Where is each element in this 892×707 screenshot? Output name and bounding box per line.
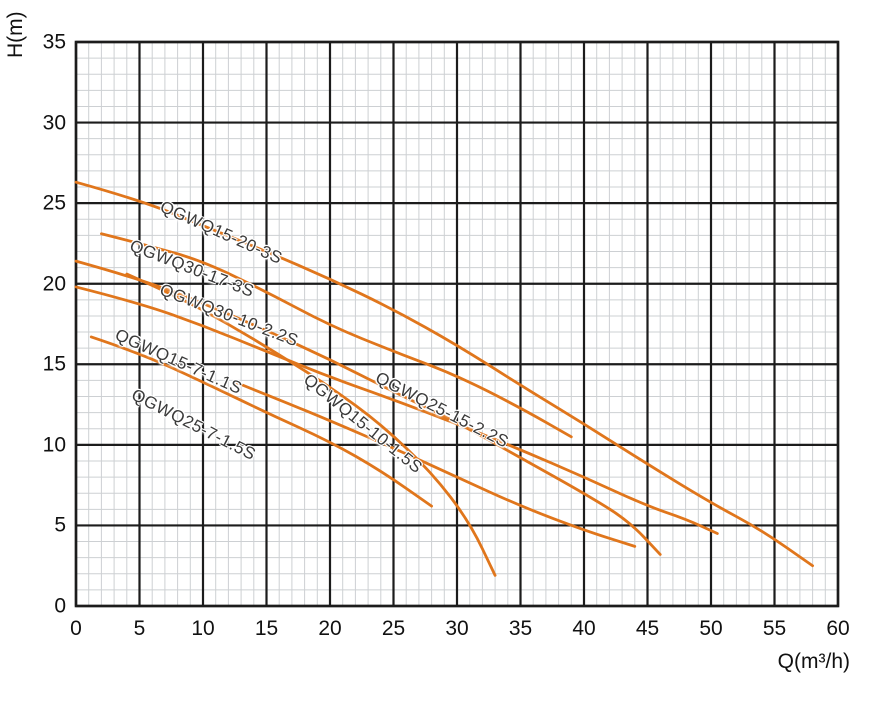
x-tick-label-0: 0	[70, 617, 82, 640]
y-axis-title: H(m)	[4, 11, 27, 58]
x-tick-label-45: 45	[635, 617, 660, 640]
curve-QGWQ25-7-1.5S	[233, 380, 637, 548]
y-tick-label-30: 30	[42, 111, 66, 135]
x-tick-label-35: 35	[508, 617, 533, 640]
curve-QGWQ15-20-3S	[74, 180, 814, 568]
curve-QGWQ15-10-1.5S	[125, 272, 497, 577]
x-tick-label-5: 5	[133, 617, 146, 640]
x-tick-label-20: 20	[318, 617, 342, 640]
y-tick-label-20: 20	[42, 272, 66, 296]
plot-border	[74, 40, 840, 608]
x-tick-label-15: 15	[254, 617, 279, 640]
curve-QGWQ25-15-2.2S	[74, 285, 719, 535]
x-tick-label-55: 55	[762, 617, 787, 640]
curve-QGWQ30-17-3S	[100, 232, 573, 439]
x-axis-title: Q(m³/h)	[777, 650, 850, 673]
curve-QGWQ15-7-1.1S	[89, 335, 433, 508]
x-tick-label-60: 60	[826, 617, 850, 640]
y-tick-label-5: 5	[54, 513, 66, 537]
x-tick-label-40: 40	[572, 617, 596, 640]
x-tick-label-10: 10	[191, 617, 215, 640]
x-tick-label-25: 25	[381, 617, 406, 640]
curve-QGWQ30-10-2.2S	[74, 259, 662, 556]
y-tick-label-35: 35	[42, 30, 66, 54]
y-tick-label-0: 0	[54, 594, 66, 618]
y-tick-label-15: 15	[42, 352, 66, 376]
y-tick-label-25: 25	[42, 191, 66, 215]
x-tick-label-50: 50	[699, 617, 723, 640]
x-tick-label-30: 30	[445, 617, 469, 640]
y-tick-label-10: 10	[42, 433, 66, 457]
